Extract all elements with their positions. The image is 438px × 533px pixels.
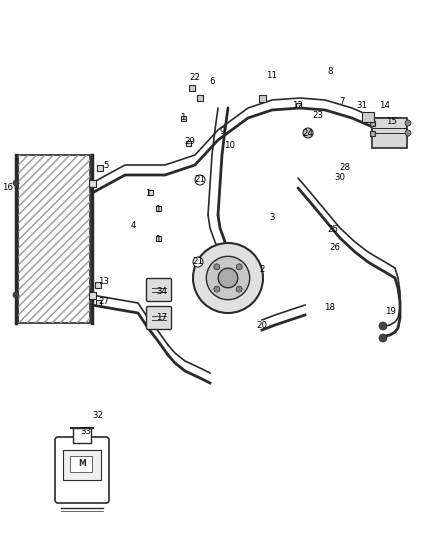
Text: 23: 23: [312, 110, 324, 119]
Bar: [189, 85, 195, 91]
Text: 29: 29: [184, 138, 195, 147]
Text: 6: 6: [209, 77, 215, 86]
Text: 33: 33: [81, 427, 92, 437]
Bar: [95, 300, 100, 304]
Text: 17: 17: [156, 313, 167, 322]
Text: 25: 25: [328, 225, 339, 235]
Circle shape: [303, 128, 313, 138]
Bar: [258, 94, 265, 101]
Text: 24: 24: [303, 128, 314, 138]
FancyBboxPatch shape: [146, 306, 172, 329]
Bar: [73, 428, 91, 443]
Text: 21: 21: [194, 175, 205, 184]
Circle shape: [218, 268, 238, 288]
Bar: [372, 118, 407, 148]
FancyBboxPatch shape: [146, 279, 172, 302]
Circle shape: [13, 292, 19, 298]
Circle shape: [206, 256, 250, 300]
Bar: [70, 456, 92, 472]
Circle shape: [379, 322, 387, 330]
Text: M: M: [78, 459, 86, 469]
Text: 20: 20: [257, 320, 268, 329]
Text: 34: 34: [156, 287, 167, 296]
Circle shape: [13, 180, 19, 186]
Bar: [95, 282, 101, 288]
Text: 11: 11: [266, 70, 278, 79]
Text: 27: 27: [99, 297, 110, 306]
Bar: [148, 190, 152, 195]
Bar: [362, 112, 374, 122]
Text: 26: 26: [329, 244, 340, 253]
Text: 15: 15: [386, 117, 398, 126]
Text: 3: 3: [269, 214, 275, 222]
Text: 14: 14: [379, 101, 391, 109]
Bar: [370, 120, 374, 125]
Text: 28: 28: [339, 164, 350, 173]
Text: 13: 13: [99, 278, 110, 287]
Bar: [370, 131, 374, 135]
Text: 16: 16: [3, 183, 14, 192]
Text: 30: 30: [335, 174, 346, 182]
Circle shape: [214, 286, 220, 292]
FancyBboxPatch shape: [55, 437, 109, 503]
Circle shape: [193, 243, 263, 313]
Text: 1: 1: [180, 114, 186, 123]
Bar: [296, 102, 300, 108]
Bar: [155, 236, 160, 240]
Text: 18: 18: [325, 303, 336, 312]
Circle shape: [214, 264, 220, 270]
Circle shape: [379, 334, 387, 342]
Text: 22: 22: [190, 74, 201, 83]
Circle shape: [193, 257, 203, 267]
Bar: [18, 155, 90, 323]
Bar: [180, 116, 186, 120]
Circle shape: [236, 286, 242, 292]
Text: 4: 4: [130, 221, 136, 230]
Bar: [97, 165, 103, 171]
Bar: [63, 450, 101, 480]
Bar: [155, 206, 160, 211]
Bar: [18, 155, 90, 323]
Circle shape: [195, 175, 205, 185]
Text: 19: 19: [385, 308, 396, 317]
Text: 1: 1: [155, 236, 161, 245]
Text: 31: 31: [357, 101, 367, 109]
Circle shape: [405, 130, 411, 136]
Bar: [197, 95, 203, 101]
Bar: [88, 180, 95, 187]
Text: 2: 2: [259, 265, 265, 274]
Text: 5: 5: [103, 160, 109, 169]
Text: 7: 7: [339, 98, 345, 107]
Circle shape: [236, 264, 242, 270]
Circle shape: [405, 120, 411, 126]
Text: 10: 10: [225, 141, 236, 149]
Bar: [88, 292, 95, 298]
Text: 9: 9: [219, 127, 225, 136]
Text: 21: 21: [192, 257, 204, 266]
Text: 12: 12: [293, 101, 304, 109]
Text: 8: 8: [327, 68, 333, 77]
Bar: [186, 141, 191, 146]
Text: 1: 1: [155, 206, 161, 214]
Text: 1: 1: [145, 189, 151, 198]
Text: 32: 32: [92, 410, 103, 419]
